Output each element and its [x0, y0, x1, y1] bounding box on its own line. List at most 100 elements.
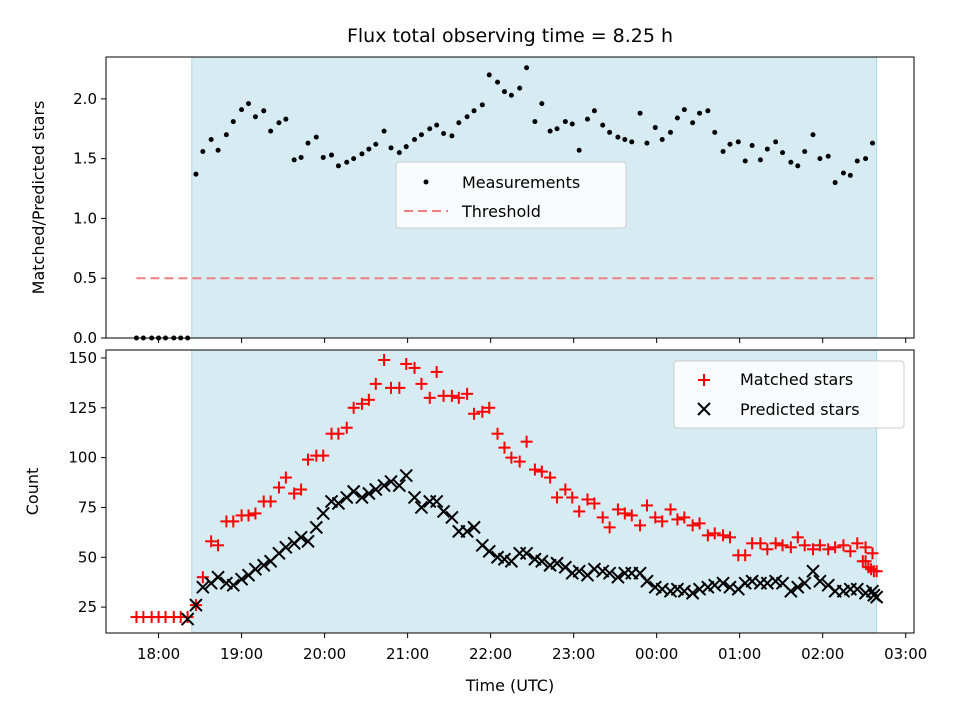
matched-star-point	[181, 611, 194, 624]
matched-star-point	[603, 521, 616, 534]
matched-star-point	[640, 499, 653, 512]
matched-star-point	[520, 435, 533, 448]
bottom-y-tick-label: 125	[68, 399, 97, 417]
matched-star-point	[302, 453, 314, 466]
x-tick-label: 01:00	[718, 645, 761, 663]
matched-star-point	[829, 541, 842, 554]
matched-star-point	[784, 541, 797, 554]
bottom-legend-box	[673, 360, 905, 429]
bottom-y-tick-label: 25	[78, 598, 97, 616]
measurement-point	[735, 139, 741, 145]
matched-star-point	[483, 401, 496, 414]
matched-star-point	[408, 361, 421, 374]
x-tick-label: 20:00	[303, 645, 346, 663]
matched-star-point	[566, 491, 579, 504]
measurement-point	[230, 119, 236, 125]
matched-star-point	[851, 537, 864, 550]
bottom-panel: 25 50 75 100 125 150 18:00 19:00 20:00 21:00 22:0…	[23, 349, 927, 695]
predicted-star-point	[301, 534, 315, 549]
predicted-star-point	[196, 580, 210, 594]
matched-star-point	[355, 397, 368, 410]
top-y-ticks: 0.0 0.5 1.0 1.5 2.0	[73, 90, 106, 347]
measurement-point	[674, 115, 680, 121]
predicted-star-point	[248, 562, 263, 576]
matched-star-point	[423, 391, 436, 404]
measurement-point	[291, 157, 297, 163]
measurement-point	[869, 140, 875, 146]
matched-stars-points	[130, 353, 883, 624]
x-tick-label: 18:00	[137, 645, 180, 663]
measurement-point	[193, 171, 199, 177]
bottom-legend: Matched stars Predicted stars	[673, 360, 905, 429]
measurement-point	[854, 158, 860, 164]
top-y-tick-label: 2.0	[73, 90, 97, 108]
matched-star-point	[723, 531, 736, 544]
matched-star-point	[227, 515, 240, 528]
predicted-star-point	[677, 584, 692, 598]
legend-label-predicted: Predicted stars	[740, 400, 860, 419]
measurement-point	[215, 147, 221, 153]
matched-star-point	[528, 463, 541, 476]
predicted-star-point	[519, 546, 534, 560]
measurement-point	[532, 119, 538, 125]
matched-star-point	[664, 503, 677, 516]
predicted-star-point	[294, 530, 308, 545]
predicted-star-point	[692, 582, 707, 596]
bottom-y-tick-label: 75	[78, 498, 97, 516]
measurement-point	[773, 139, 779, 145]
predicted-star-point	[784, 584, 798, 598]
predicted-star-point	[384, 474, 398, 489]
measurement-point	[622, 137, 628, 143]
measurement-point	[381, 128, 387, 134]
measurement-point	[667, 129, 673, 135]
measurement-point	[276, 120, 282, 126]
matched-star-point	[340, 421, 353, 434]
measurement-point	[863, 156, 869, 162]
matched-star-point	[671, 513, 684, 526]
predicted-star-point	[189, 598, 203, 612]
matched-star-point	[618, 507, 631, 520]
matched-star-point	[212, 539, 225, 552]
predicted-star-point	[445, 510, 459, 525]
matched-star-point	[400, 357, 413, 370]
x-tick-label: 21:00	[386, 645, 429, 663]
measurement-point	[584, 116, 590, 122]
measurement-point	[471, 108, 477, 114]
measurement-point	[591, 108, 597, 114]
measurement-point	[757, 157, 763, 163]
predicted-star-point	[180, 612, 195, 626]
legend-marker-matched	[698, 374, 710, 386]
x-tick-label: 03:00	[884, 645, 927, 663]
top-y-tick-label: 1.5	[73, 150, 97, 168]
measurement-point	[396, 150, 402, 156]
predicted-star-point	[640, 574, 654, 588]
matched-star-point	[264, 495, 277, 508]
predicted-star-point	[587, 562, 602, 576]
matched-star-point	[844, 545, 857, 558]
matched-star-point	[505, 451, 518, 464]
predicted-star-point	[611, 570, 625, 584]
matched-star-point	[611, 503, 624, 516]
matched-star-point	[693, 517, 706, 530]
measurement-point	[562, 119, 568, 125]
measurement-point	[825, 153, 831, 159]
matched-star-point	[625, 509, 638, 522]
predicted-star-point	[535, 554, 549, 568]
predicted-star-point	[316, 506, 330, 521]
matched-star-point	[196, 571, 209, 584]
measurement-point	[795, 163, 801, 169]
bottom-y-ticks: 25 50 75 100 125 150	[68, 349, 106, 616]
measurement-point	[412, 137, 418, 143]
matched-star-point	[272, 481, 285, 494]
measurement-point	[569, 121, 575, 127]
matched-star-point	[498, 441, 511, 454]
predicted-star-point	[436, 504, 451, 519]
predicted-star-point	[257, 558, 271, 572]
measurement-point	[742, 158, 748, 164]
measurement-point	[524, 65, 530, 71]
predicted-star-point	[309, 520, 324, 535]
top-x-ticks	[158, 338, 907, 343]
top-panel: 0.00.51.01.52.0 Matched/Predicted stars …	[29, 56, 915, 347]
matched-star-point	[452, 391, 465, 404]
matched-star-point	[813, 539, 826, 552]
